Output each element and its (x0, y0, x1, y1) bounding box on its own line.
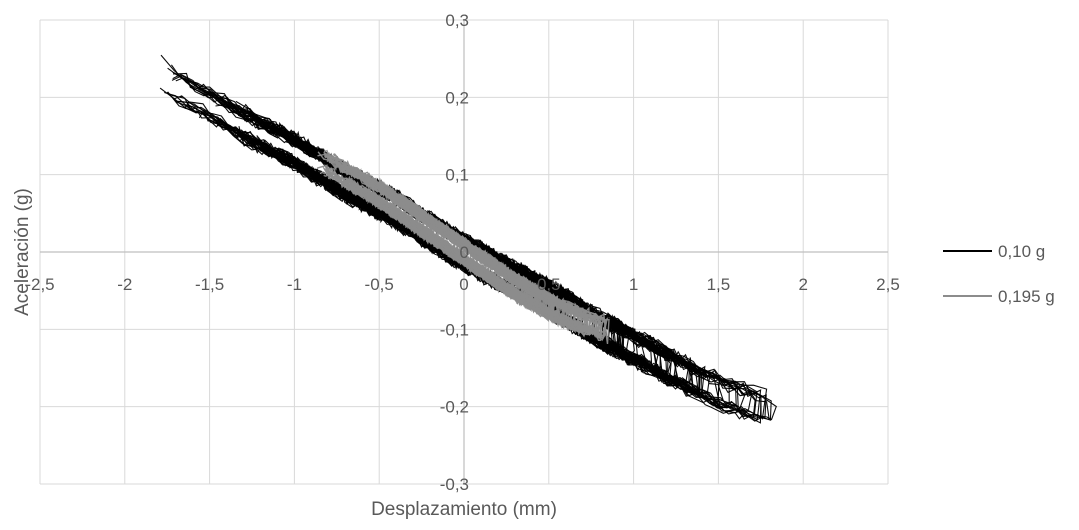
y-tick-label: 0 (460, 243, 469, 262)
tick-layer: -2,5 -2 -1,5 -1 -0,5 0 0,5 1 1,5 2 2,5 0,3 0,2 0,1 0 -0… (25, 11, 899, 494)
x-tick-label: -1 (287, 275, 302, 294)
x-tick-label: -0,5 (365, 275, 394, 294)
x-tick-label: -2 (117, 275, 132, 294)
y-tick-label: -0,3 (440, 475, 469, 494)
x-tick-label: 2,5 (876, 275, 900, 294)
series-2 (317, 149, 610, 345)
y-tick-label: -0,2 (440, 398, 469, 417)
x-tick-label: 1 (629, 275, 638, 294)
series-layer (159, 54, 777, 424)
legend-label-series-2: 0,195 g (998, 287, 1055, 306)
x-tick-label: -1,5 (195, 275, 224, 294)
y-tick-label: 0,3 (445, 11, 469, 30)
x-axis-title: Desplazamiento (mm) (371, 499, 557, 520)
series-1 (159, 54, 777, 424)
y-tick-label: 0,1 (445, 166, 469, 185)
legend: 0,10 g 0,195 g (943, 242, 1055, 306)
y-tick-label: -0,1 (440, 320, 469, 339)
x-tick-label: 1,5 (707, 275, 731, 294)
y-tick-label: 0,2 (445, 88, 469, 107)
y-axis-title: Aceleración (g) (12, 188, 33, 316)
series-2-loop (363, 177, 568, 328)
x-tick-label: 0 (459, 275, 468, 294)
x-tick-label: 2 (798, 275, 807, 294)
x-tick-label: 0,5 (537, 275, 561, 294)
x-tick-label: -2,5 (25, 275, 54, 294)
series-2-loop (381, 185, 550, 318)
legend-label-series-1: 0,10 g (998, 242, 1045, 261)
series-2-loop (343, 162, 587, 332)
